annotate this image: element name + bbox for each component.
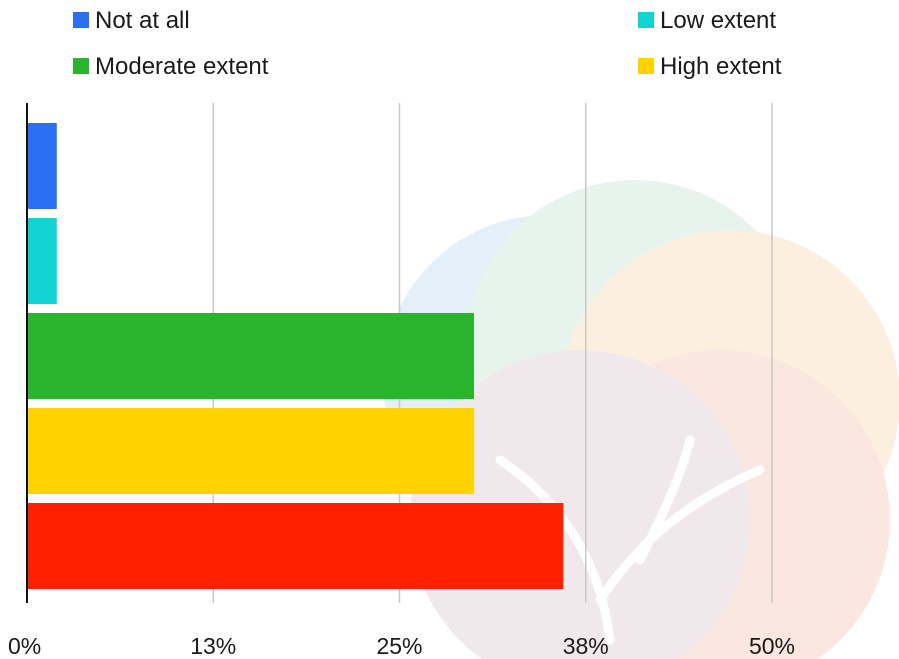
legend-swatch	[638, 58, 654, 74]
legend: Not at all Low extent Moderate extent High …	[73, 7, 782, 80]
legend-swatch	[73, 58, 89, 74]
legend-label: Moderate extent	[95, 53, 269, 80]
bars	[28, 123, 564, 589]
bar-unlabeled	[28, 503, 564, 589]
bar-high-extent	[28, 408, 474, 494]
legend-swatch	[73, 12, 89, 28]
bar-not-at-all	[28, 123, 57, 209]
legend-label: Not at all	[95, 7, 190, 34]
bar-moderate-extent	[28, 313, 474, 399]
x-tick-label: 25%	[376, 633, 422, 659]
bar-low-extent	[28, 218, 57, 304]
x-tick-label: 50%	[749, 633, 795, 659]
x-tick-label: 0%	[8, 633, 41, 659]
legend-label: High extent	[660, 53, 782, 80]
legend-swatch	[638, 12, 654, 28]
x-tick-label: 13%	[190, 633, 236, 659]
legend-label: Low extent	[660, 7, 776, 34]
x-tick-labels: 0% 13% 25% 38% 50%	[8, 633, 795, 659]
x-tick-label: 38%	[563, 633, 609, 659]
